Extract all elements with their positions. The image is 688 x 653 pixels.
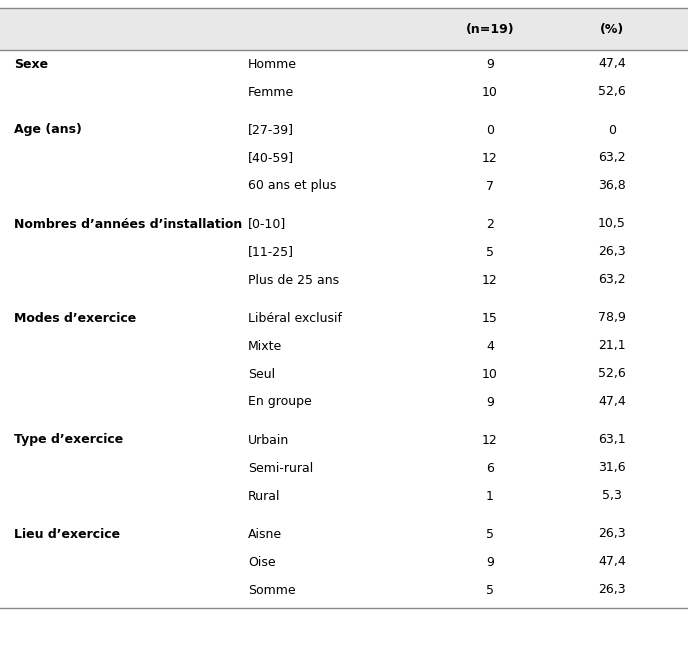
Text: Mixte: Mixte bbox=[248, 340, 282, 353]
Text: Rural: Rural bbox=[248, 490, 281, 503]
Text: 21,1: 21,1 bbox=[598, 340, 626, 353]
Text: [11-25]: [11-25] bbox=[248, 246, 294, 259]
Text: 5: 5 bbox=[486, 246, 494, 259]
Text: 26,3: 26,3 bbox=[598, 246, 626, 259]
Text: 60 ans et plus: 60 ans et plus bbox=[248, 180, 336, 193]
Text: 5: 5 bbox=[486, 584, 494, 596]
Text: 10,5: 10,5 bbox=[598, 217, 626, 231]
Text: [40-59]: [40-59] bbox=[248, 151, 294, 165]
Text: 47,4: 47,4 bbox=[598, 396, 626, 409]
Text: 5,3: 5,3 bbox=[602, 490, 622, 503]
Text: 47,4: 47,4 bbox=[598, 556, 626, 569]
Text: 36,8: 36,8 bbox=[598, 180, 626, 193]
Text: 47,4: 47,4 bbox=[598, 57, 626, 71]
Bar bbox=[0, 8, 688, 50]
Text: Type d’exercice: Type d’exercice bbox=[14, 434, 123, 447]
Text: Urbain: Urbain bbox=[248, 434, 289, 447]
Text: Libéral exclusif: Libéral exclusif bbox=[248, 311, 342, 325]
Text: 9: 9 bbox=[486, 396, 494, 409]
Text: Seul: Seul bbox=[248, 368, 275, 381]
Text: Lieu d’exercice: Lieu d’exercice bbox=[14, 528, 120, 541]
Text: 9: 9 bbox=[486, 556, 494, 569]
Text: 31,6: 31,6 bbox=[598, 462, 626, 475]
Text: Age (ans): Age (ans) bbox=[14, 123, 82, 136]
Text: 15: 15 bbox=[482, 311, 498, 325]
Text: 6: 6 bbox=[486, 462, 494, 475]
Text: (%): (%) bbox=[600, 22, 624, 35]
Text: Modes d’exercice: Modes d’exercice bbox=[14, 311, 136, 325]
Text: 2: 2 bbox=[486, 217, 494, 231]
Text: 26,3: 26,3 bbox=[598, 528, 626, 541]
Text: Femme: Femme bbox=[248, 86, 294, 99]
Text: Somme: Somme bbox=[248, 584, 296, 596]
Text: 5: 5 bbox=[486, 528, 494, 541]
Text: 12: 12 bbox=[482, 434, 498, 447]
Text: 4: 4 bbox=[486, 340, 494, 353]
Text: 26,3: 26,3 bbox=[598, 584, 626, 596]
Text: Nombres d’années d’installation: Nombres d’années d’installation bbox=[14, 217, 242, 231]
Text: 10: 10 bbox=[482, 368, 498, 381]
Text: 52,6: 52,6 bbox=[598, 368, 626, 381]
Text: [0-10]: [0-10] bbox=[248, 217, 286, 231]
Text: 9: 9 bbox=[486, 57, 494, 71]
Text: (n=19): (n=19) bbox=[466, 22, 515, 35]
Text: En groupe: En groupe bbox=[248, 396, 312, 409]
Text: Homme: Homme bbox=[248, 57, 297, 71]
Text: 63,1: 63,1 bbox=[598, 434, 626, 447]
Text: 0: 0 bbox=[608, 123, 616, 136]
Text: Semi-rural: Semi-rural bbox=[248, 462, 313, 475]
Text: 63,2: 63,2 bbox=[598, 274, 626, 287]
Text: 1: 1 bbox=[486, 490, 494, 503]
Text: 12: 12 bbox=[482, 274, 498, 287]
Text: Oise: Oise bbox=[248, 556, 276, 569]
Text: 52,6: 52,6 bbox=[598, 86, 626, 99]
Text: 7: 7 bbox=[486, 180, 494, 193]
Text: 12: 12 bbox=[482, 151, 498, 165]
Text: 10: 10 bbox=[482, 86, 498, 99]
Text: Aisne: Aisne bbox=[248, 528, 282, 541]
Text: 63,2: 63,2 bbox=[598, 151, 626, 165]
Text: [27-39]: [27-39] bbox=[248, 123, 294, 136]
Text: 0: 0 bbox=[486, 123, 494, 136]
Text: Sexe: Sexe bbox=[14, 57, 48, 71]
Text: 78,9: 78,9 bbox=[598, 311, 626, 325]
Text: Plus de 25 ans: Plus de 25 ans bbox=[248, 274, 339, 287]
